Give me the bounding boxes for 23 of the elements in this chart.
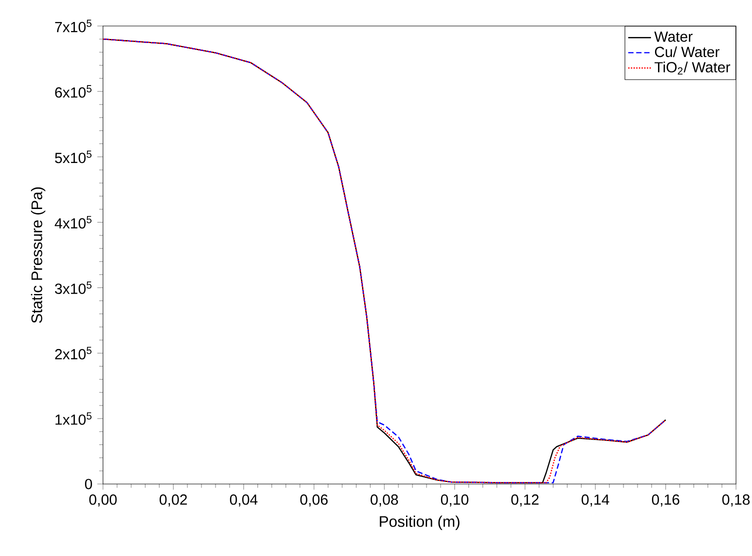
x-tick-label: 0,16 [652,494,680,507]
x-tick-label: 0,10 [440,494,468,507]
y-tick-label: 3x10$^{5}$ [54,281,92,294]
y-tick-label: 7x10$^{5}$ [55,20,92,32]
x-tick-label: 0,02 [160,494,187,507]
x-tick-label: 0,08 [370,494,398,507]
x-tick-label: 0,18 [722,494,750,507]
x-tick-label: 0,04 [230,494,258,507]
y-tick-label: 0 [85,478,92,490]
y-tick-label: 6x10$^{5}$ [55,85,92,98]
legend-label: Cu/ Water [654,46,720,58]
legend-label: Water [654,32,693,42]
y-tick-label: 2x10$^{5}$ [55,346,92,360]
x-tick-label: 0,14 [582,494,610,507]
legend-label: TiO$_{2}$/ Water [654,62,730,74]
x-tick-label: 0,00 [89,494,117,507]
y-tick-label: 4x10$^{5}$ [54,216,92,229]
y-axis-title: Static Pressure (Pa) [30,187,46,323]
x-tick-label: 0,06 [300,494,328,507]
x-axis-title: Position (m) [380,516,460,530]
y-tick-label: 1x10$^{5}$ [56,412,92,425]
y-tick-label: 5x10$^{5}$ [55,150,92,164]
x-tick-label: 0,12 [511,494,539,507]
